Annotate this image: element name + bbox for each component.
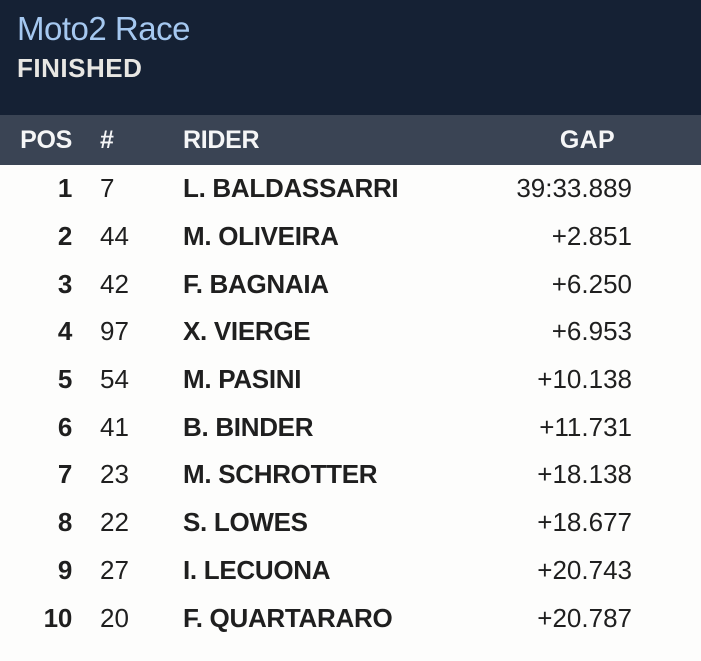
race-status-badge: FINISHED (17, 53, 143, 83)
column-header-gap: GAP (559, 125, 615, 154)
table-row: 1 7 L. BALDASSARRI 39:33.889 (0, 165, 701, 213)
number-cell: 23 (100, 459, 129, 490)
number-cell: 27 (100, 554, 129, 585)
pos-cell: 6 (57, 411, 72, 442)
number-cell: 54 (100, 364, 129, 395)
gap-cell: +20.787 (537, 602, 632, 633)
column-header-pos: POS (20, 125, 72, 154)
gap-cell: +18.677 (537, 507, 632, 538)
table-row: 4 97 X. VIERGE +6.953 (0, 308, 701, 356)
pos-cell: 1 (57, 173, 72, 204)
pos-cell: 2 (57, 221, 72, 252)
number-cell: 7 (100, 173, 115, 204)
number-cell: 44 (100, 221, 129, 252)
table-row: 5 54 M. PASINI +10.138 (0, 355, 701, 404)
number-cell: 22 (100, 507, 129, 538)
table-row: 6 41 B. BINDER +11.731 (0, 403, 701, 452)
gap-cell: +20.743 (537, 554, 632, 585)
pos-cell: 8 (57, 507, 72, 538)
pos-cell: 9 (57, 554, 72, 585)
table-row: 10 20 F. QUARTARARO +20.787 (0, 594, 701, 642)
gap-cell: +10.138 (537, 364, 632, 395)
rider-cell: M. PASINI (183, 364, 302, 395)
number-cell: 97 (100, 316, 129, 347)
table-header-row: POS # RIDER GAP (0, 115, 701, 165)
column-header-rider: RIDER (183, 125, 260, 154)
rider-cell: L. BALDASSARRI (183, 173, 399, 204)
table-row: 7 23 M. SCHROTTER +18.138 (0, 451, 701, 499)
rider-cell: X. VIERGE (183, 316, 311, 347)
gap-cell: +18.138 (537, 459, 632, 490)
rider-cell: F. BAGNAIA (183, 268, 329, 299)
gap-cell: +11.731 (539, 411, 632, 442)
rider-cell: B. BINDER (183, 411, 314, 442)
column-header-number: # (100, 125, 115, 154)
gap-cell: +2.851 (551, 221, 632, 252)
page-title: Moto2 Race (17, 10, 190, 47)
rider-cell: F. QUARTARARO (183, 602, 393, 633)
number-cell: 42 (100, 268, 129, 299)
pos-cell: 10 (43, 602, 73, 633)
table-row: 2 44 M. OLIVEIRA +2.851 (0, 212, 701, 261)
gap-cell: +6.953 (551, 316, 632, 347)
rider-cell: S. LOWES (183, 507, 308, 538)
table-row: 8 22 S. LOWES +18.677 (0, 498, 701, 547)
pos-cell: 3 (57, 268, 72, 299)
number-cell: 20 (100, 602, 129, 633)
table-row: 9 27 I. LECUONA +20.743 (0, 546, 701, 595)
gap-cell: 39:33.889 (516, 173, 632, 204)
rider-cell: M. OLIVEIRA (183, 221, 339, 252)
panel-header: Moto2 Race FINISHED (0, 0, 701, 115)
rider-cell: I. LECUONA (183, 554, 331, 585)
pos-cell: 4 (57, 316, 72, 347)
number-cell: 41 (100, 411, 129, 442)
results-table-body: 1 7 L. BALDASSARRI 39:33.889 2 44 M. OLIVEIRA +… (0, 165, 701, 661)
pos-cell: 7 (57, 459, 72, 490)
pos-cell: 5 (57, 364, 72, 395)
rider-cell: M. SCHROTTER (183, 459, 378, 490)
table-row: 3 42 F. BAGNAIA +6.250 (0, 260, 701, 309)
gap-cell: +6.250 (551, 268, 632, 299)
